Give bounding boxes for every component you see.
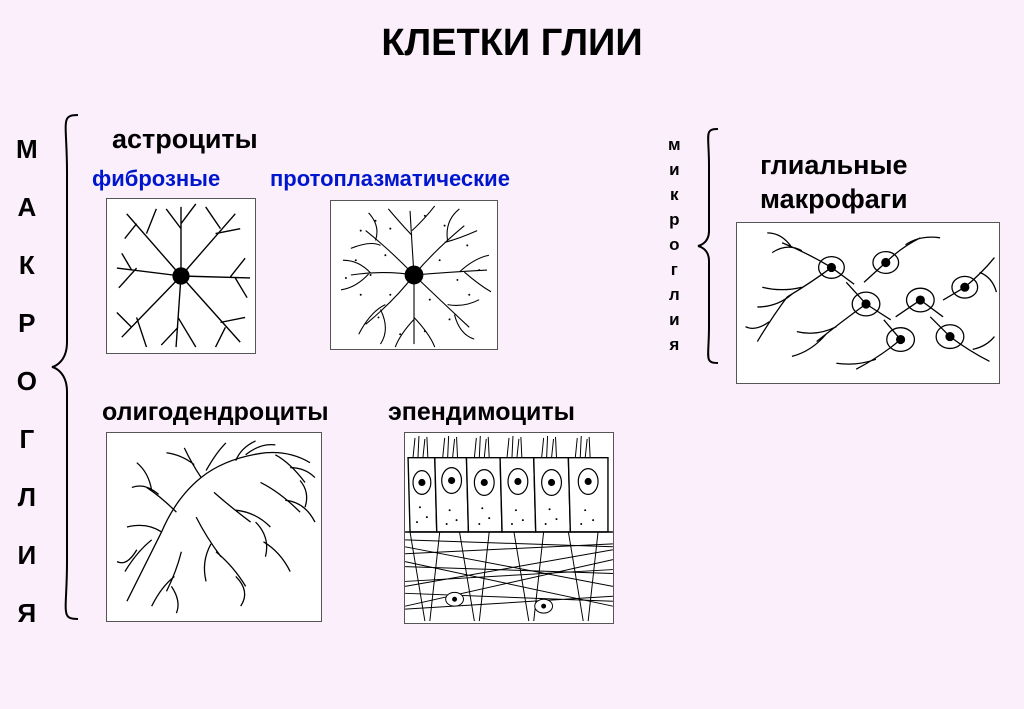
macroglia-letter: Л <box>18 468 36 526</box>
microglia-brace-icon <box>696 126 718 366</box>
macroglia-letter: К <box>19 236 35 294</box>
fibrous-astrocyte-image <box>106 198 256 354</box>
glial-macrophages-heading: глиальные макрофаги <box>760 148 908 216</box>
macroglia-letter: М <box>16 120 38 178</box>
macroglia-letter: Р <box>18 294 35 352</box>
astrocytes-heading: астроциты <box>112 124 258 155</box>
macroglia-vertical-label: М А К Р О Г Л И Я <box>16 120 38 642</box>
fibrous-label: фиброзные <box>92 166 220 192</box>
microglia-letter: и <box>669 157 679 182</box>
microglia-letter: к <box>670 182 679 207</box>
microglia-letter: г <box>671 257 678 282</box>
glial-macrophages-line1: глиальные <box>760 148 908 182</box>
macroglia-letter: А <box>17 178 36 236</box>
microglia-letter: я <box>669 332 679 357</box>
glial-macrophages-image <box>736 222 1000 384</box>
page-title: КЛЕТКИ ГЛИИ <box>0 0 1024 65</box>
protoplasmic-label: протоплазматические <box>270 166 510 192</box>
macroglia-letter: Г <box>19 410 34 468</box>
macroglia-letter: И <box>17 526 36 584</box>
macroglia-brace-icon <box>50 112 78 622</box>
macroglia-letter: О <box>17 352 37 410</box>
microglia-letter: л <box>669 282 680 307</box>
microglia-letter: р <box>669 207 679 232</box>
microglia-letter: и <box>669 307 679 332</box>
ependymocytes-heading: эпендимоциты <box>388 398 575 427</box>
ependymocytes-image <box>404 432 614 624</box>
macroglia-letter: Я <box>17 584 36 642</box>
oligodendrocytes-heading: олигодендроциты <box>102 398 329 427</box>
microglia-letter: м <box>668 132 681 157</box>
glial-macrophages-line2: макрофаги <box>760 182 908 216</box>
oligodendrocytes-image <box>106 432 322 622</box>
microglia-vertical-label: м и к р о г л и я <box>668 132 681 357</box>
protoplasmic-astrocyte-image <box>330 200 498 350</box>
microglia-letter: о <box>669 232 679 257</box>
